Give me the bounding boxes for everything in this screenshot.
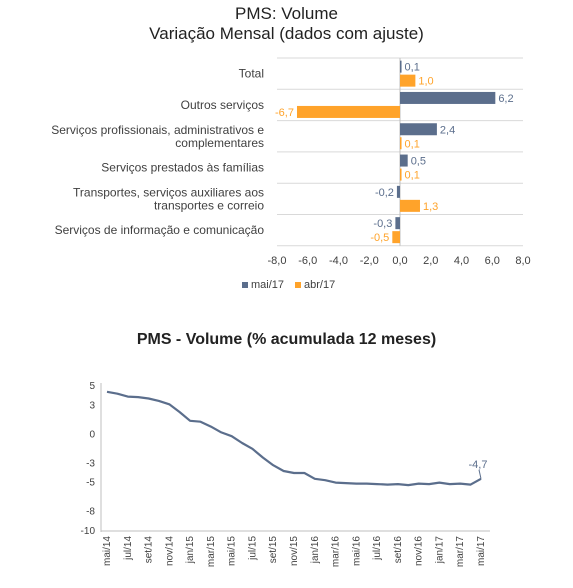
chart1-subtitle: Variação Mensal (dados com ajuste)	[149, 24, 424, 43]
chart1-data-label: 0,1	[405, 62, 420, 74]
chart2-xtick-label: mai/17	[476, 536, 487, 566]
chart1-bar	[400, 154, 408, 167]
chart1-data-label: 0,5	[411, 156, 426, 168]
chart2-xtick-label: mai/14	[102, 536, 113, 566]
chart1-category-label: Serviços prestados às famílias	[101, 161, 264, 175]
chart1-bar	[296, 105, 400, 118]
chart2-xtick-label: jan/15	[185, 536, 196, 565]
chart1-bar	[395, 217, 400, 230]
chart2-ytick-label: -5	[86, 478, 95, 489]
chart1-data-label: 1,3	[423, 201, 438, 213]
chart2-xtick-label: set/14	[144, 536, 155, 564]
chart1-data-label: -0,3	[373, 218, 392, 230]
chart1-bar	[400, 60, 402, 73]
chart1-xtick-label: -8,0	[268, 255, 287, 267]
chart1-xtick-label: 2,0	[423, 255, 438, 267]
chart2-xtick-label: mar/16	[331, 536, 342, 568]
chart1-legend-label: abr/17	[304, 279, 335, 291]
chart2-xtick-label: nov/14	[164, 536, 175, 566]
chart2-xtick-label: nov/16	[414, 536, 425, 566]
chart1-bar	[400, 137, 402, 150]
chart2-xtick-label: set/16	[393, 536, 404, 564]
chart2-xtick-label: jul/16	[372, 536, 383, 561]
chart2-xtick-label: jan/17	[434, 536, 445, 565]
chart1-legend-swatch	[242, 282, 248, 288]
chart1-bar	[400, 74, 416, 87]
chart1-bar	[400, 168, 402, 181]
chart1-bar	[400, 91, 496, 104]
chart2-series-line	[106, 390, 482, 487]
chart1-bar	[392, 231, 400, 244]
chart1-data-label: -6,7	[275, 107, 294, 119]
chart2-ytick-label: 0	[89, 429, 95, 440]
chart2-xtick-label: mai/15	[227, 536, 238, 566]
chart1-data-label: 2,4	[440, 124, 455, 136]
chart2-ytick-label: -8	[86, 507, 95, 518]
chart2-end-label-leader	[478, 469, 482, 479]
chart2-ytick-label: 3	[89, 400, 95, 411]
chart1-legend-swatch	[295, 282, 301, 288]
chart1-category-label: Serviços de informação e comunicação	[55, 223, 265, 237]
chart1-xtick-label: -2,0	[360, 255, 379, 267]
chart1-xtick-label: 0,0	[392, 255, 407, 267]
chart2-title: PMS - Volume (% acumulada 12 meses)	[136, 331, 437, 348]
chart1-data-label: -0,2	[375, 187, 394, 199]
chart2-ytick-label: 5	[89, 381, 95, 392]
chart2-xtick-label: mar/17	[455, 536, 466, 568]
chart2-xtick-label: nov/15	[289, 536, 300, 566]
chart1-xtick-label: 6,0	[485, 255, 500, 267]
chart2-end-label: -4,7	[469, 459, 488, 471]
chart1-category-label: Total	[239, 67, 264, 81]
chart1-data-label: 1,0	[418, 76, 433, 88]
chart2-xtick-label: mar/15	[206, 536, 217, 568]
chart1-data-label: 6,2	[498, 93, 513, 105]
chart2-xtick-label: jan/16	[310, 536, 321, 565]
chart1-bar	[400, 123, 437, 136]
chart1-xtick-label: -6,0	[298, 255, 317, 267]
chart1-category-label: Serviços profissionais, administrativos …	[51, 123, 264, 137]
chart1-title: PMS: Volume	[235, 4, 338, 23]
chart1-data-label: -0,5	[370, 232, 389, 244]
chart1-data-label: 0,1	[405, 170, 420, 182]
chart2-ytick-label: -10	[81, 526, 96, 537]
chart1-bar	[400, 199, 420, 212]
chart1-xtick-label: -4,0	[329, 255, 348, 267]
chart1-bar	[396, 185, 400, 198]
chart2-ytick-label: -3	[86, 458, 95, 469]
chart2-xtick-label: mai/16	[351, 536, 362, 566]
chart1-data-label: 0,1	[405, 138, 420, 150]
chart1-xtick-label: 4,0	[454, 255, 469, 267]
chart1-category-label: Outros serviços	[181, 98, 264, 112]
chart1-legend-label: mai/17	[251, 279, 284, 291]
chart2-xtick-label: set/15	[268, 536, 279, 564]
chart1-category-label: complementares	[175, 136, 264, 150]
chart2-xtick-label: jul/15	[247, 536, 258, 561]
chart1-category-label: transportes e correio	[154, 198, 264, 212]
chart1-xtick-label: 8,0	[515, 255, 530, 267]
chart2-xtick-label: jul/14	[123, 536, 134, 561]
chart1-category-label: Transportes, serviços auxiliares aos	[73, 185, 264, 199]
